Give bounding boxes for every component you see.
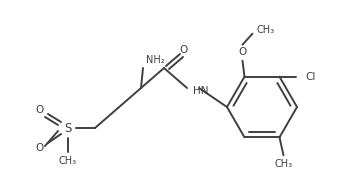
Text: CH₃: CH₃ (257, 25, 275, 35)
Text: S: S (64, 122, 72, 134)
Text: O: O (180, 45, 188, 55)
Text: CH₃: CH₃ (59, 156, 77, 166)
Text: NH₂: NH₂ (146, 55, 164, 65)
Text: O: O (238, 47, 247, 57)
Text: Cl: Cl (305, 72, 316, 82)
Text: HN: HN (193, 86, 209, 96)
Text: O: O (36, 105, 44, 115)
Text: CH₃: CH₃ (274, 159, 293, 169)
Text: O: O (36, 143, 44, 153)
